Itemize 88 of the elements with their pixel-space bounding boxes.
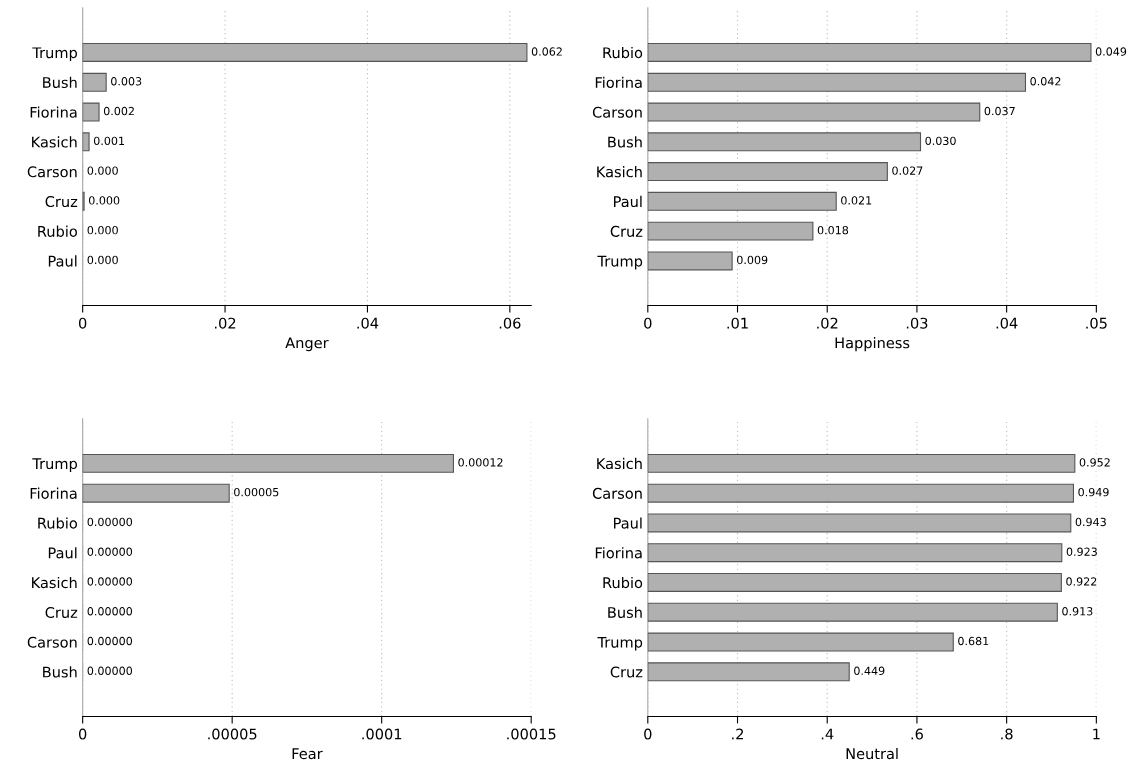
y-tick-label: Rubio: [603, 46, 643, 59]
y-tick-label: Kasich: [597, 166, 642, 178]
data-label: 0.943: [1075, 517, 1106, 527]
data-label: 0.952: [1079, 458, 1110, 467]
y-tick-label: Carson: [592, 487, 642, 499]
data-label: 0.021: [841, 196, 872, 205]
x-tick-label: .03: [906, 317, 928, 329]
data-label: 0.681: [958, 636, 989, 646]
data-label: 0.009: [737, 255, 768, 265]
data-label: 0.923: [1066, 547, 1097, 556]
y-tick-label: Fiorina: [595, 76, 642, 89]
x-axis-title: Neutral: [846, 747, 898, 760]
data-label: 0.922: [1066, 577, 1097, 586]
x-tick-label: .04: [357, 317, 379, 329]
data-label: 0.00000: [87, 577, 133, 586]
data-label: 0.00000: [87, 636, 133, 646]
y-tick-label: Trump: [597, 255, 643, 270]
x-tick-label: .02: [817, 317, 838, 329]
y-tick-label: Carson: [27, 166, 77, 178]
x-tick-label: .01: [727, 317, 748, 329]
x-tick-label: .00015: [507, 728, 556, 740]
data-label: 0.062: [531, 47, 562, 56]
y-tick-label: Paul: [614, 195, 642, 208]
data-label: 0.018: [817, 225, 849, 235]
y-tick-label: Rubio: [38, 517, 77, 529]
x-tick-label: 0: [78, 728, 87, 740]
data-label: 0.000: [87, 225, 118, 235]
data-label: 0.042: [1030, 77, 1061, 86]
x-axis-title: Anger: [285, 337, 329, 352]
y-tick-label: Trump: [32, 458, 77, 472]
x-tick-label: .00005: [208, 728, 257, 740]
y-tick-label: Rubio: [603, 576, 643, 589]
y-tick-label: Kasich: [597, 457, 642, 470]
data-label: 0.000: [87, 255, 118, 265]
data-label: 0.00000: [87, 517, 133, 527]
y-tick-label: Cruz: [610, 666, 643, 678]
x-axis-title: Happiness: [835, 337, 910, 352]
x-tick-label: 1: [1093, 728, 1100, 740]
x-axis-title: Fear: [292, 748, 323, 760]
x-tick-label: .04: [996, 317, 1018, 329]
y-tick-label: Paul: [48, 547, 77, 559]
y-tick-label: Kasich: [32, 576, 77, 589]
y-tick-label: Paul: [48, 255, 77, 267]
data-label: 0.002: [103, 106, 134, 116]
data-label: 0.003: [111, 77, 142, 86]
y-tick-label: Bush: [43, 666, 77, 678]
x-tick-label: .6: [911, 728, 923, 740]
data-label: 0.027: [892, 166, 923, 175]
x-tick-label: .0001: [362, 728, 402, 740]
data-label: 0.00000: [87, 607, 133, 616]
x-tick-label: .2: [732, 728, 744, 740]
y-tick-label: Cruz: [45, 606, 78, 618]
y-tick-label: Paul: [614, 517, 642, 529]
x-tick-label: 0: [644, 728, 652, 740]
y-tick-label: Fiorina: [30, 106, 77, 118]
y-tick-label: Bush: [43, 76, 77, 89]
data-label: 0.913: [1062, 607, 1093, 616]
y-tick-label: Cruz: [45, 196, 78, 208]
data-label: 0.049: [1095, 47, 1127, 56]
y-tick-label: Fiorina: [595, 547, 642, 559]
y-tick-label: Trump: [32, 47, 77, 62]
data-label: 0.000: [87, 166, 118, 175]
data-label: 0.00005: [234, 487, 279, 497]
x-tick-label: .02: [215, 317, 236, 329]
x-tick-label: .06: [499, 317, 521, 329]
x-tick-label: 0: [78, 317, 87, 329]
data-label: 0.949: [1078, 487, 1109, 497]
y-tick-label: Bush: [608, 136, 642, 148]
x-tick-label: .4: [821, 728, 834, 740]
data-label: 0.037: [984, 106, 1015, 116]
y-tick-label: Carson: [27, 636, 77, 648]
y-tick-label: Fiorina: [30, 487, 77, 499]
y-tick-label: Carson: [592, 106, 642, 118]
data-label: 0.00000: [87, 547, 133, 556]
y-tick-label: Bush: [608, 606, 642, 618]
y-tick-label: Trump: [597, 636, 643, 651]
x-tick-label: 0: [644, 317, 652, 329]
data-label: 0.001: [93, 136, 125, 146]
y-tick-label: Rubio: [38, 225, 77, 237]
y-tick-label: Cruz: [610, 225, 643, 237]
data-label: 0.00012: [458, 458, 503, 467]
data-label: 0.449: [854, 666, 885, 676]
data-label: 0.00000: [87, 666, 133, 676]
data-label: 0.030: [925, 136, 956, 146]
x-tick-label: .8: [1001, 728, 1013, 740]
y-tick-label: Kasich: [32, 136, 77, 148]
data-label: 0.000: [88, 196, 120, 205]
x-tick-label: .05: [1086, 317, 1107, 329]
